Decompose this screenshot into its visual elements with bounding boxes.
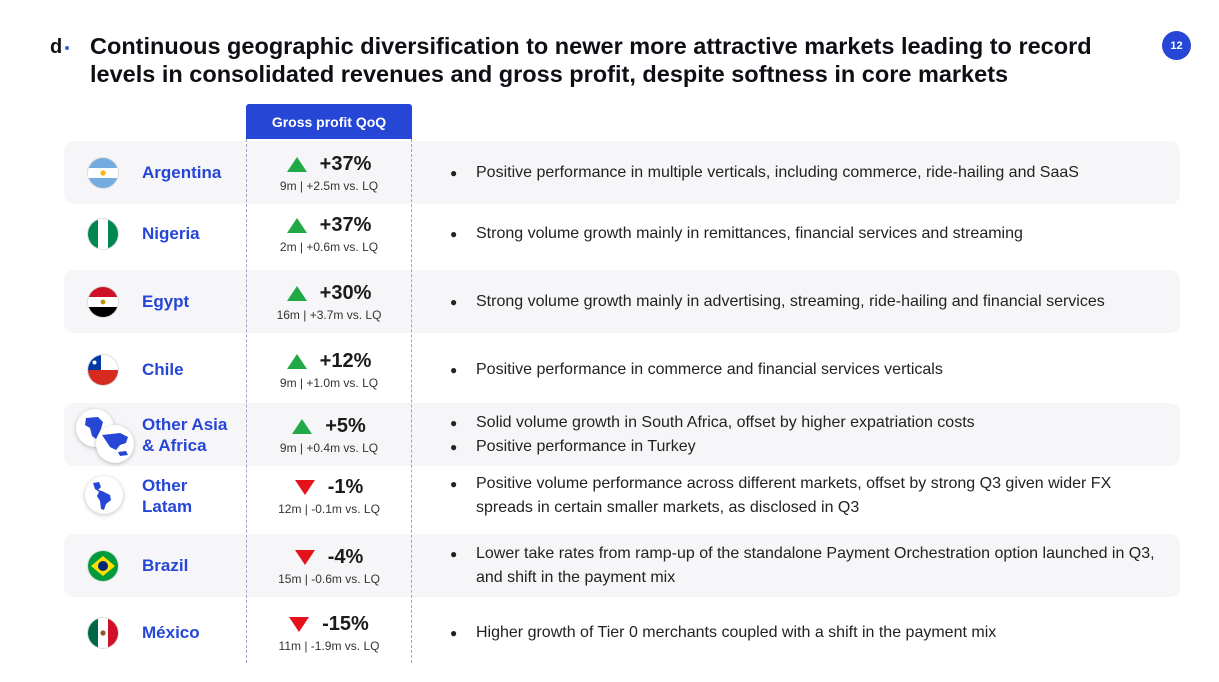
chile-flag-icon: [88, 355, 118, 385]
commentary: ● Strong volume growth mainly in remittan…: [450, 202, 1170, 265]
arrow-up-icon: [286, 353, 307, 369]
change-detail: 15m | -0.6m vs. LQ: [278, 572, 380, 586]
table-row-other-latam: Other Latam -1% 12m | -0.1m vs. LQ ● Posit…: [64, 464, 1180, 527]
argentina-flag-icon: [88, 158, 118, 188]
metric-cell: -4% 15m | -0.6m vs. LQ: [247, 543, 411, 587]
latam-globe-icon: [85, 476, 123, 514]
table-row-mexico: México -15% 11m | -1.9m vs. LQ ● Higher g…: [64, 601, 1180, 664]
brazil-flag-icon: [88, 551, 118, 581]
change-percent: +37%: [319, 213, 372, 236]
change-percent: -15%: [322, 612, 369, 635]
metric-cell: -15% 11m | -1.9m vs. LQ: [247, 610, 411, 654]
change-percent: -4%: [327, 545, 364, 568]
commentary: ● Positive performance in commerce and fi…: [450, 338, 1170, 401]
column-header-gross-profit: Gross profit QoQ: [246, 104, 412, 139]
logo: d: [50, 36, 70, 59]
bullet-text: Lower take rates from ramp-up of the sta…: [476, 544, 1155, 586]
table-row-argentina: Argentina +37% 9m | +2.5m vs. LQ ● Positi…: [64, 141, 1180, 204]
arrow-up-icon: [286, 217, 307, 233]
metric-cell: +5% 9m | +0.4m vs. LQ: [247, 412, 411, 456]
change-detail: 12m | -0.1m vs. LQ: [278, 502, 380, 516]
country-label: Chile: [142, 360, 184, 379]
country-label: Other Latam: [142, 475, 193, 516]
metric-cell: +37% 9m | +2.5m vs. LQ: [247, 150, 411, 194]
commentary: ● Strong volume growth mainly in advertis…: [450, 270, 1170, 333]
arrow-up-icon: [292, 418, 313, 434]
country-label: Other Asia & Africa: [142, 414, 228, 455]
metric-cell: +12% 9m | +1.0m vs. LQ: [247, 347, 411, 391]
arrow-down-icon: [289, 616, 310, 632]
change-percent: +12%: [319, 349, 372, 372]
bullet-text: Solid volume growth in South Africa, off…: [476, 413, 975, 431]
change-percent: -1%: [327, 475, 364, 498]
country-label: Egypt: [142, 292, 190, 311]
page-title: Continuous geographic diversification to…: [90, 33, 1092, 87]
change-detail: 11m | -1.9m vs. LQ: [278, 639, 380, 653]
mexico-flag-icon: [88, 618, 118, 648]
arrow-down-icon: [294, 479, 315, 495]
arrow-down-icon: [294, 549, 315, 565]
country-label: Argentina: [142, 163, 222, 182]
arrow-up-icon: [286, 156, 307, 172]
country-label: Brazil: [142, 556, 189, 575]
bullet-text: Positive volume performance across diffe…: [476, 474, 1112, 516]
country-label: Nigeria: [142, 224, 200, 243]
table-row-brazil: Brazil -4% 15m | -0.6m vs. LQ ● Lower tak…: [64, 534, 1180, 597]
change-detail: 9m | +0.4m vs. LQ: [279, 441, 379, 455]
country-label: México: [142, 623, 200, 642]
nigeria-flag-icon: [88, 219, 118, 249]
change-detail: 9m | +1.0m vs. LQ: [279, 376, 379, 390]
bullet-text: Positive performance in commerce and fin…: [476, 360, 943, 378]
bullet-text: Positive performance in multiple vertica…: [476, 163, 1079, 181]
table-row-chile: Chile +12% 9m | +1.0m vs. LQ ● Positive p…: [64, 338, 1180, 401]
metric-cell: -1% 12m | -0.1m vs. LQ: [247, 473, 411, 517]
change-percent: +5%: [325, 414, 366, 437]
metric-cell: +30% 16m | +3.7m vs. LQ: [247, 279, 411, 323]
bullet-text: Strong volume growth mainly in advertisi…: [476, 292, 1105, 310]
change-detail: 2m | +0.6m vs. LQ: [279, 240, 379, 254]
table-row-egypt: Egypt +30% 16m | +3.7m vs. LQ ● Strong vo…: [64, 270, 1180, 333]
commentary: ● Lower take rates from ramp-up of the st…: [450, 534, 1170, 597]
commentary: ● Positive performance in multiple vertic…: [450, 141, 1170, 204]
asia-globe-icon: [96, 425, 134, 463]
change-detail: 9m | +2.5m vs. LQ: [279, 179, 379, 193]
metric-cell: +37% 2m | +0.6m vs. LQ: [247, 211, 411, 255]
commentary: ● Solid volume growth in South Africa, of…: [450, 403, 1170, 466]
bullet-text: Positive performance in Turkey: [476, 437, 696, 455]
commentary: ● Higher growth of Tier 0 merchants coupl…: [450, 601, 1170, 664]
commentary: ● Positive volume performance across diff…: [450, 464, 1170, 527]
table-row-nigeria: Nigeria +37% 2m | +0.6m vs. LQ ● Strong v…: [64, 202, 1180, 265]
egypt-flag-icon: [88, 287, 118, 317]
page-number-badge: 12: [1162, 31, 1191, 60]
table-row-other-asia-africa: Other Asia & Africa +5% 9m | +0.4m vs. LQ…: [64, 403, 1180, 466]
change-percent: +37%: [319, 152, 372, 175]
bullet-text: Higher growth of Tier 0 merchants couple…: [476, 623, 997, 641]
change-percent: +30%: [319, 281, 372, 304]
bullet-text: Strong volume growth mainly in remittanc…: [476, 224, 1023, 242]
arrow-up-icon: [286, 285, 307, 301]
change-detail: 16m | +3.7m vs. LQ: [276, 308, 382, 322]
